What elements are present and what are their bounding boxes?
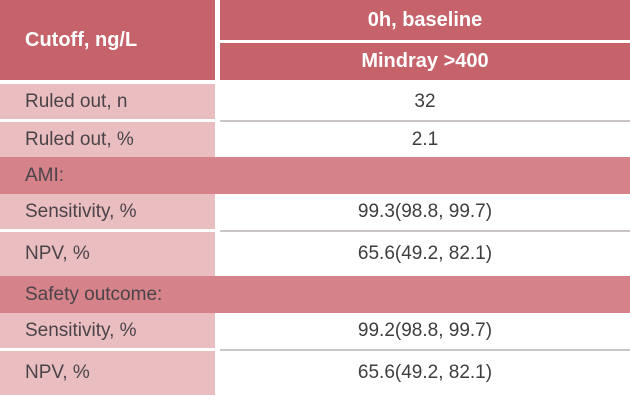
row-value: 2.1 xyxy=(411,128,439,150)
table-row: Ruled out, % 2.1 xyxy=(0,122,630,157)
row-value-cell: 65.6(49.2, 82.1) xyxy=(220,232,630,276)
column-header-label: Mindray >400 xyxy=(361,50,489,72)
row-label-cell: NPV, % xyxy=(0,351,215,395)
table-row: NPV, % 65.6(49.2, 82.1) xyxy=(0,351,630,395)
column-divider xyxy=(215,351,220,395)
row-value-cell: 99.3(98.8, 99.7) xyxy=(220,194,630,229)
row-separator xyxy=(0,229,630,232)
separator-left xyxy=(0,348,220,351)
column-group-header-label: 0h, baseline xyxy=(367,8,483,31)
row-label: NPV, % xyxy=(25,243,90,264)
row-label-cell: Ruled out, % xyxy=(0,122,215,157)
column-divider xyxy=(215,313,220,348)
row-label-cell: NPV, % xyxy=(0,232,215,276)
row-label-cell: Sensitivity, % xyxy=(0,313,215,348)
section-header-label: AMI: xyxy=(25,164,65,186)
column-divider xyxy=(215,122,220,157)
row-value: 65.6(49.2, 82.1) xyxy=(357,243,493,264)
row-separator xyxy=(0,348,630,351)
separator-left xyxy=(0,119,220,122)
row-value: 65.6(49.2, 82.1) xyxy=(357,362,493,383)
table-row: Sensitivity, % 99.3(98.8, 99.7) xyxy=(0,194,630,229)
row-value-cell: 2.1 xyxy=(220,122,630,157)
section-header-label: Safety outcome: xyxy=(25,283,163,305)
section-header-row: AMI: xyxy=(0,157,630,194)
table-row: Sensitivity, % 99.2(98.8, 99.7) xyxy=(0,313,630,348)
row-label: Ruled out, % xyxy=(25,128,134,150)
corner-header-cell: Cutoff, ng/L xyxy=(0,0,215,80)
row-label: NPV, % xyxy=(25,362,90,383)
separator-line xyxy=(220,119,630,122)
separator-line xyxy=(220,229,630,232)
column-divider xyxy=(215,194,220,229)
row-label: Ruled out, n xyxy=(25,90,128,112)
table-row: Ruled out, n 32 xyxy=(0,84,630,119)
row-label: Sensitivity, % xyxy=(25,319,137,341)
row-value-cell: 65.6(49.2, 82.1) xyxy=(220,351,630,395)
column-header-cell: Mindray >400 xyxy=(220,43,630,80)
column-divider xyxy=(215,84,220,119)
row-value-cell: 99.2(98.8, 99.7) xyxy=(220,313,630,348)
corner-header-label: Cutoff, ng/L xyxy=(25,28,138,51)
row-separator xyxy=(0,119,630,122)
column-group-header-cell: 0h, baseline xyxy=(220,0,630,40)
column-divider xyxy=(215,232,220,276)
separator-left xyxy=(0,229,220,232)
value-column-header: 0h, baseline Mindray >400 xyxy=(220,0,630,80)
row-value: 32 xyxy=(414,90,436,112)
section-header-row: Safety outcome: xyxy=(0,276,630,313)
row-value-cell: 32 xyxy=(220,84,630,119)
table-header: Cutoff, ng/L 0h, baseline Mindray >400 xyxy=(0,0,630,80)
separator-line xyxy=(220,348,630,351)
header-divider xyxy=(220,40,630,43)
column-divider xyxy=(215,0,220,80)
row-label-cell: Ruled out, n xyxy=(0,84,215,119)
row-label: Sensitivity, % xyxy=(25,200,137,222)
row-label-cell: Sensitivity, % xyxy=(0,194,215,229)
header-body-gap xyxy=(0,80,630,84)
table-row: NPV, % 65.6(49.2, 82.1) xyxy=(0,232,630,276)
row-value: 99.3(98.8, 99.7) xyxy=(357,200,493,222)
row-value: 99.2(98.8, 99.7) xyxy=(357,319,493,341)
